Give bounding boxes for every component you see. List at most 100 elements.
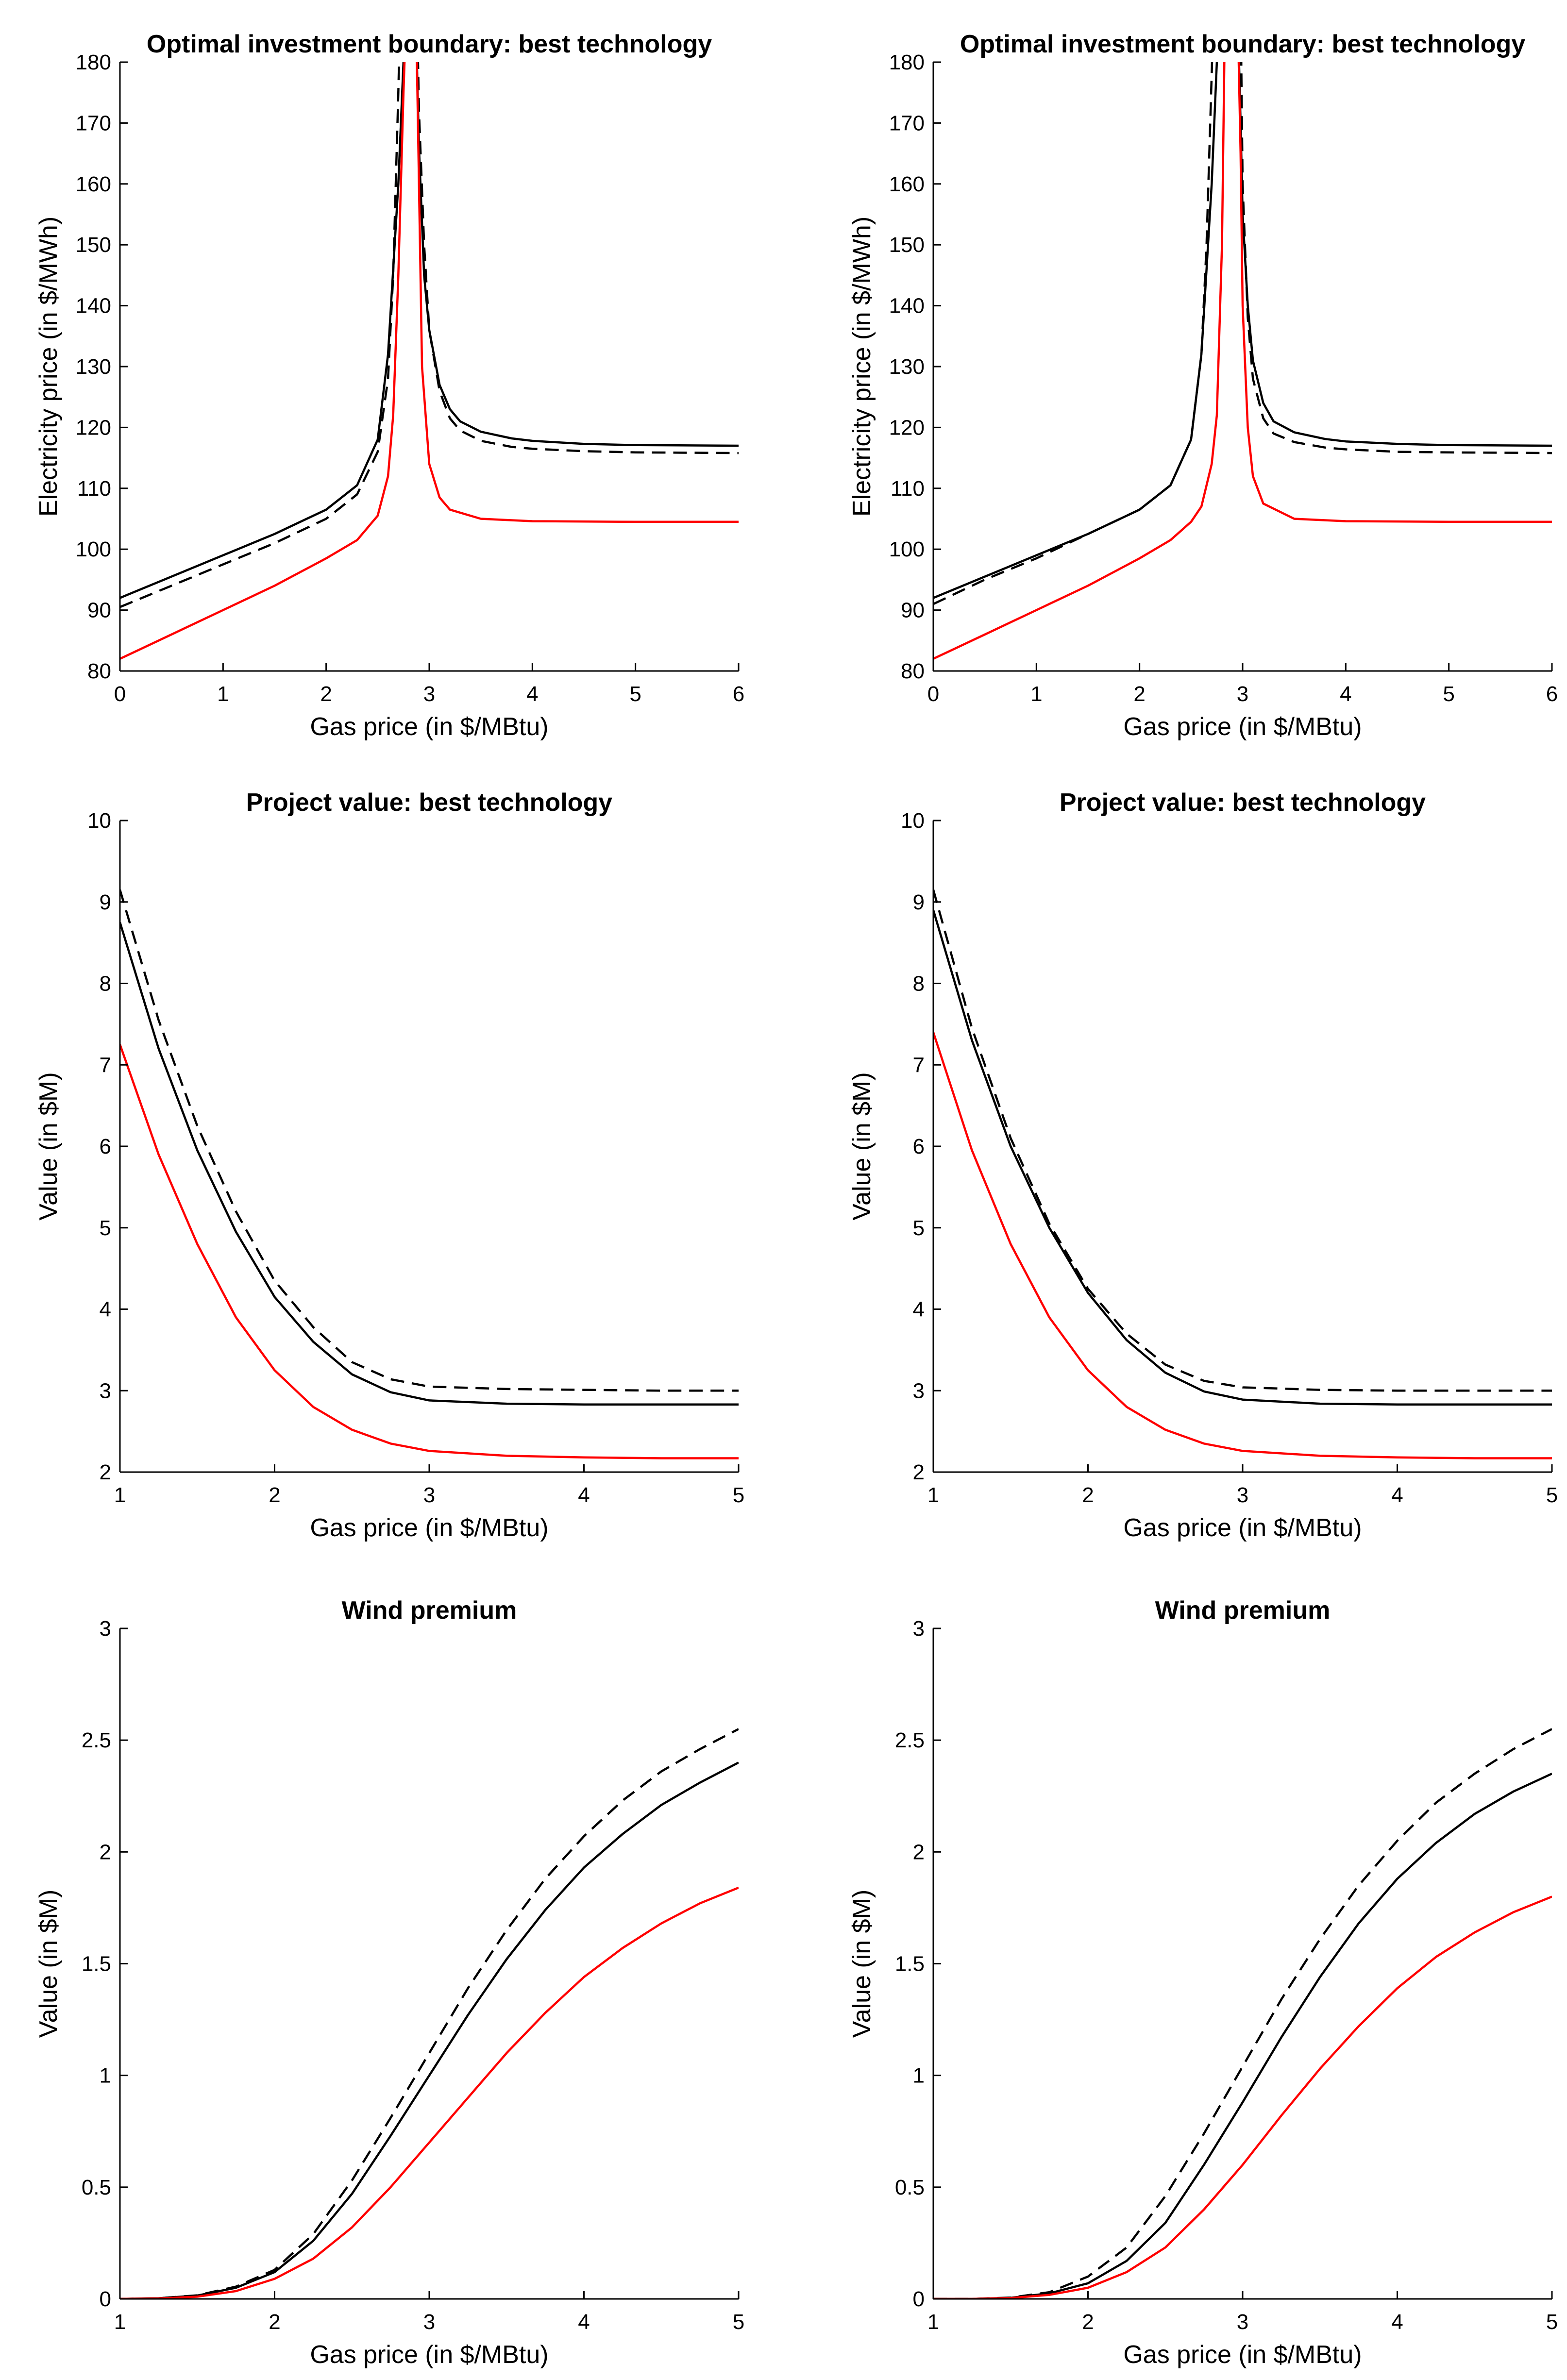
y-tick-label: 2 [100, 1460, 111, 1484]
y-tick-label: 100 [889, 537, 925, 561]
x-axis-label: Gas price (in $/MBtu) [310, 2341, 548, 2369]
x-tick-label: 5 [733, 1483, 744, 1507]
y-tick-label: 5 [100, 1216, 111, 1240]
x-tick-label: 2 [320, 682, 332, 706]
x-tick-label: 1 [114, 2310, 126, 2334]
y-tick-label: 180 [76, 50, 111, 74]
series-line-red-solid [120, 1886, 739, 2299]
y-tick-label: 110 [891, 477, 925, 501]
x-tick-label: 1 [217, 682, 229, 706]
series-line-red-solid [120, 62, 739, 660]
series-line-red-solid [933, 62, 1552, 660]
x-tick-label: 5 [1546, 1483, 1558, 1507]
y-tick-label: 3 [100, 1617, 111, 1641]
y-tick-label: 0 [100, 2287, 111, 2311]
x-tick-label: 3 [1237, 682, 1248, 706]
y-tick-label: 120 [889, 416, 925, 439]
chart-title: Project value: best technology [246, 788, 612, 817]
x-axis-label: Gas price (in $/MBtu) [1123, 713, 1362, 741]
x-tick-label: 2 [1082, 2310, 1094, 2334]
y-tick-label: 7 [913, 1053, 925, 1077]
y-tick-label: 150 [889, 233, 925, 257]
x-tick-label: 0 [927, 682, 939, 706]
series-line-black-solid [120, 1761, 739, 2299]
x-tick-label: 4 [1391, 2310, 1403, 2334]
y-tick-label: 120 [76, 416, 111, 439]
y-tick-label: 0.5 [895, 2176, 925, 2199]
x-axis-label: Gas price (in $/MBtu) [1123, 1514, 1362, 1542]
x-axis-label: Gas price (in $/MBtu) [310, 713, 548, 741]
y-tick-label: 130 [889, 355, 925, 379]
y-tick-label: 4 [913, 1298, 925, 1322]
series-line-black-dashed [120, 1728, 739, 2299]
series-line-black-solid [933, 909, 1552, 1406]
chart-panel-6: 1 2 3 4 5 0 0.5 1 1.5 2 2.5 3 Wind premium Gas price … [848, 1596, 1558, 2369]
y-tick-label: 3 [913, 1617, 925, 1641]
y-tick-label: 2 [913, 1840, 925, 1864]
chart-title: Wind premium [342, 1596, 517, 1625]
x-tick-label: 6 [733, 682, 744, 706]
x-tick-label: 1 [1030, 682, 1042, 706]
y-axis-label: Electricity price (in $/MWh) [34, 217, 63, 517]
y-tick-label: 5 [913, 1216, 925, 1240]
series-line-black-dashed [120, 889, 739, 1392]
y-tick-label: 8 [913, 972, 925, 996]
x-tick-label: 4 [1391, 1483, 1403, 1507]
series-line-black-solid [933, 1773, 1552, 2299]
chart-panel-5: 1 2 3 4 5 0 0.5 1 1.5 2 2.5 3 Wind premium Gas price … [34, 1596, 744, 2369]
y-tick-label: 1 [100, 2064, 111, 2088]
series-line-black-dashed [120, 62, 739, 608]
y-tick-label: 3 [913, 1379, 925, 1403]
y-tick-label: 90 [87, 599, 111, 622]
series-line-red-solid [933, 1032, 1552, 1459]
y-tick-label: 6 [913, 1135, 925, 1158]
y-tick-label: 130 [76, 355, 111, 379]
y-tick-label: 2 [913, 1460, 925, 1484]
y-axis-label: Value (in $M) [848, 1072, 876, 1220]
x-tick-label: 6 [1546, 682, 1558, 706]
y-tick-label: 170 [889, 111, 925, 135]
series-line-black-dashed [933, 1728, 1552, 2299]
y-tick-label: 10 [901, 809, 925, 833]
y-tick-label: 9 [913, 890, 925, 914]
x-tick-label: 1 [927, 2310, 939, 2334]
chart-title: Wind premium [1155, 1596, 1331, 1625]
x-tick-label: 3 [423, 2310, 435, 2334]
y-tick-label: 1 [913, 2064, 925, 2088]
chart-panel-2: 0 1 2 3 4 5 6 80 90 100 110 120 130 140 150 160 170 180 Op… [848, 30, 1558, 741]
y-tick-label: 9 [100, 890, 111, 914]
x-tick-label: 2 [1133, 682, 1145, 706]
series-line-black-solid [120, 62, 739, 599]
x-tick-label: 5 [733, 2310, 744, 2334]
y-tick-label: 4 [100, 1298, 111, 1322]
y-tick-label: 90 [901, 599, 925, 622]
y-tick-label: 1.5 [82, 1952, 111, 1976]
x-tick-label: 2 [269, 1483, 280, 1507]
y-tick-label: 160 [889, 172, 925, 196]
y-tick-label: 7 [100, 1053, 111, 1077]
y-axis-label: Value (in $M) [34, 1890, 63, 2038]
x-tick-label: 3 [423, 1483, 435, 1507]
x-tick-label: 1 [927, 1483, 939, 1507]
chart-panel-1: 0 1 2 3 4 5 6 80 90 100 110 120 130 140 150 160 170 180 Op… [34, 30, 744, 741]
x-tick-label: 4 [578, 2310, 590, 2334]
y-tick-label: 150 [76, 233, 111, 257]
y-tick-label: 8 [100, 972, 111, 996]
x-tick-label: 3 [423, 682, 435, 706]
chart-title: Optimal investment boundary: best techno… [147, 30, 712, 58]
y-axis-label: Value (in $M) [848, 1890, 876, 2038]
x-axis-label: Gas price (in $/MBtu) [1123, 2341, 1362, 2369]
y-tick-label: 110 [77, 477, 111, 501]
y-tick-label: 170 [76, 111, 111, 135]
y-tick-label: 2.5 [82, 1728, 111, 1752]
chart-title: Project value: best technology [1060, 788, 1426, 817]
series-line-red-solid [120, 1044, 739, 1459]
chart-title: Optimal investment boundary: best techno… [960, 30, 1525, 58]
y-tick-label: 1.5 [895, 1952, 925, 1976]
y-tick-label: 180 [889, 50, 925, 74]
x-tick-label: 3 [1237, 1483, 1248, 1507]
x-tick-label: 3 [1237, 2310, 1248, 2334]
x-tick-label: 0 [114, 682, 126, 706]
